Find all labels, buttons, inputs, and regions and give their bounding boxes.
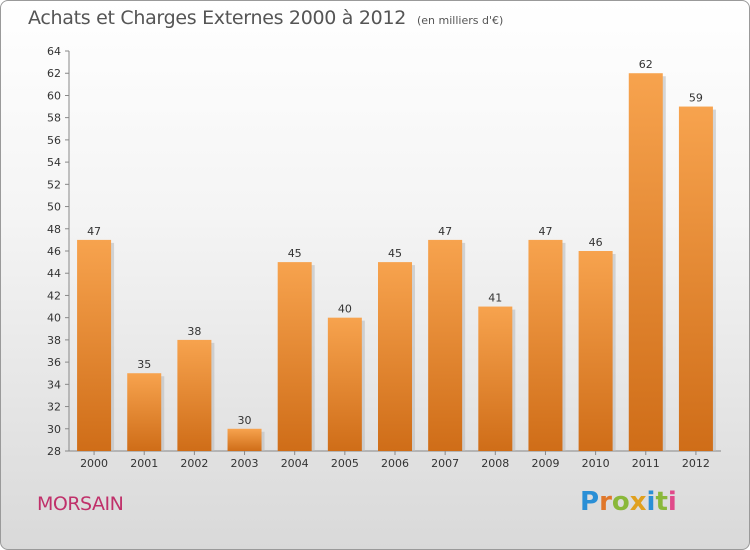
x-tick-label: 2010 <box>582 457 610 470</box>
x-tick-label: 2000 <box>80 457 108 470</box>
y-tick-label: 56 <box>47 134 61 147</box>
y-tick-label: 42 <box>47 289 61 302</box>
y-tick-label: 38 <box>47 334 61 347</box>
x-tick-label: 2006 <box>381 457 409 470</box>
chart-title: Achats et Charges Externes 2000 à 2012 <box>28 7 407 29</box>
x-tick-label: 2004 <box>281 457 309 470</box>
bar <box>177 339 212 451</box>
data-labels: 47 35 38 30 45 40 45 47 41 47 46 62 59 <box>87 58 703 427</box>
x-tick-label: 2001 <box>130 457 158 470</box>
brand-letter: i <box>667 487 677 517</box>
y-tick-label: 34 <box>47 378 61 391</box>
brand-letter: r <box>599 487 612 517</box>
bar <box>327 317 362 451</box>
x-tick-label: 2009 <box>531 457 559 470</box>
y-tick-label: 50 <box>47 201 61 214</box>
brand-letter: P <box>580 487 600 517</box>
y-tick-label: 44 <box>47 267 61 280</box>
x-tick-label: 2003 <box>231 457 259 470</box>
brand-letter: o <box>611 487 630 517</box>
y-tick-label: 36 <box>47 356 61 369</box>
data-label: 45 <box>288 247 302 260</box>
x-tick-label: 2007 <box>431 457 459 470</box>
x-tick-label: 2012 <box>682 457 710 470</box>
y-tick-label: 60 <box>47 89 61 102</box>
bars <box>77 73 716 452</box>
bar <box>77 239 112 451</box>
data-label: 38 <box>187 325 201 338</box>
data-label: 47 <box>438 225 452 238</box>
y-tick-label: 62 <box>47 67 61 80</box>
brand-letter: x <box>629 487 647 517</box>
bar <box>528 239 563 451</box>
brand-letter: t <box>655 487 668 517</box>
y-tick-label: 40 <box>47 312 61 325</box>
data-label: 47 <box>87 225 101 238</box>
data-label: 46 <box>589 236 603 249</box>
x-tick-label: 2011 <box>632 457 660 470</box>
data-label: 35 <box>137 358 151 371</box>
bar <box>428 239 463 451</box>
y-tick-label: 64 <box>47 45 61 58</box>
y-tick-label: 52 <box>47 178 61 191</box>
y-tick-label: 46 <box>47 245 61 258</box>
data-label: 40 <box>338 303 352 316</box>
bar <box>277 262 312 451</box>
y-tick-label: 48 <box>47 223 61 236</box>
y-tick-label: 28 <box>47 445 61 458</box>
x-tick-label: 2002 <box>180 457 208 470</box>
data-label: 59 <box>689 92 703 105</box>
y-tick-label: 54 <box>47 156 61 169</box>
chart-subtitle: (en milliers d'€) <box>417 14 504 27</box>
proxiti-logo: Proxiti <box>580 487 677 517</box>
bar <box>678 106 713 452</box>
data-label: 47 <box>538 225 552 238</box>
y-tick-label: 30 <box>47 423 61 436</box>
brand-letter: i <box>646 487 656 517</box>
bar <box>478 306 513 451</box>
data-label: 41 <box>488 292 502 305</box>
bar <box>378 262 412 451</box>
data-label: 62 <box>639 58 653 71</box>
x-tick-label: 2005 <box>331 457 359 470</box>
y-tick-label: 58 <box>47 112 61 125</box>
location-name: MORSAIN <box>37 493 124 515</box>
bar <box>628 73 663 451</box>
data-label: 45 <box>388 247 402 260</box>
bar <box>578 251 613 451</box>
bar <box>127 373 162 451</box>
x-tick-label: 2008 <box>481 457 509 470</box>
bar <box>227 428 262 451</box>
data-label: 30 <box>238 414 252 427</box>
y-tick-label: 32 <box>47 401 61 414</box>
